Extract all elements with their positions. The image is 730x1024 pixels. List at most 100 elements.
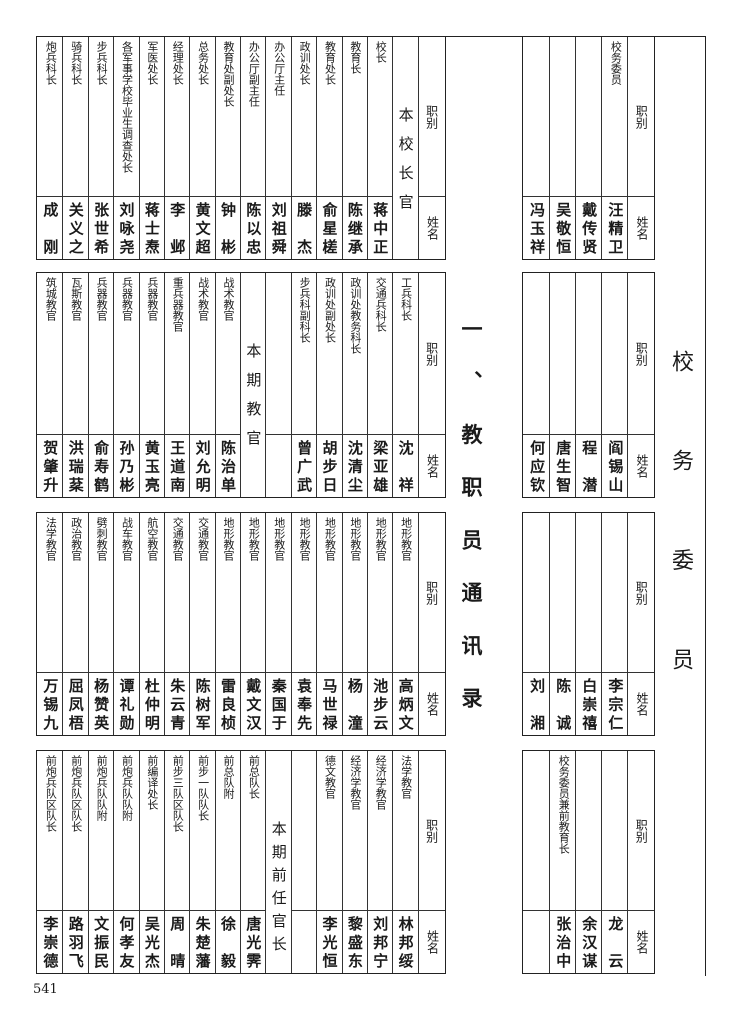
table-column: 教育长 陈继承 <box>341 37 367 259</box>
person-name-cell: 何孝友 <box>114 910 139 973</box>
header-column: 职别 姓名 <box>417 513 445 735</box>
name-header: 姓名 <box>628 196 654 259</box>
table-column: 经理处长 李邺 <box>163 37 190 259</box>
job-title-cell <box>602 513 627 672</box>
job-title-cell: 办公厅副主任 <box>247 41 261 107</box>
header-column: 职别 姓名 <box>627 37 654 259</box>
staff-band: 职别 姓名 地形教官 高炳文 地形教官 池步云 地形教官 杨潼 地形教官 马世禄 地形教官 袁奉先 地形… <box>36 512 446 736</box>
person-name-cell: 陈诚 <box>550 672 576 735</box>
person-name-cell: 雷良桢 <box>215 672 240 735</box>
person-name-cell: 黄文超 <box>190 196 215 259</box>
table-column: 地形教官 戴文汉 <box>240 513 266 735</box>
person-name-cell: 路羽飞 <box>63 910 88 973</box>
table-column: 地形教官 秦国于 <box>265 513 291 735</box>
job-title-cell: 校务委员 <box>609 41 623 85</box>
person-name-cell: 李宗仁 <box>602 672 628 735</box>
job-title-cell: 地形教官 <box>298 517 312 561</box>
person-name-cell: 蒋士焘 <box>139 196 164 259</box>
job-title-cell: 步兵科长 <box>95 41 109 85</box>
table-column: 工兵科长 沈祥 <box>392 273 418 497</box>
job-title-cell: 政训处长 <box>298 41 312 85</box>
job-title-cell: 教育处副处长 <box>222 41 235 107</box>
table-column: 阎锡山 <box>601 273 628 497</box>
person-name-cell: 冯玉祥 <box>522 196 550 259</box>
person-name-cell: 戴文汉 <box>241 672 266 735</box>
table-column: 陈诚 <box>549 513 576 735</box>
person-name-cell: 朱楚藩 <box>190 910 215 973</box>
table-column: 前炮兵队队附 文振民 <box>87 751 114 973</box>
person-name-cell: 吴敬恒 <box>550 196 576 259</box>
job-title-cell: 政治教官 <box>69 517 83 561</box>
job-title-cell: 经济学教官 <box>374 755 388 810</box>
job-title-cell <box>550 37 575 196</box>
table-column: 本期前任官长 <box>265 751 290 973</box>
table-column: 地形教官 池步云 <box>366 513 393 735</box>
table-column: 前总队附 徐毅 <box>214 751 240 973</box>
header-column: 职别 姓名 <box>417 273 445 497</box>
job-title-cell: 地形教官 <box>374 517 388 561</box>
person-name-cell: 万锡九 <box>37 672 63 735</box>
job-title-cell: 总务处长 <box>196 41 210 85</box>
job-title-cell: 政训处副处长 <box>323 277 337 343</box>
job-title-cell: 办公厅主任 <box>272 41 286 96</box>
job-title-cell: 兵器教官 <box>145 277 159 321</box>
person-name-cell: 刘邦宁 <box>367 910 393 973</box>
table-column: 政训处教务科长沈清尘 <box>341 273 367 497</box>
table-column: 本校长官 <box>392 37 417 259</box>
job-title-cell: 地形教官 <box>247 517 261 561</box>
table-column: 何应钦 <box>522 273 550 497</box>
name-header: 姓名 <box>418 434 445 497</box>
table-column: 前步一队队长 朱楚藩 <box>189 751 215 973</box>
person-name-cell: 胡步日 <box>317 434 342 497</box>
job-title-cell: 战车教官 <box>120 517 134 561</box>
table-column: 交通教官 朱云青 <box>163 513 190 735</box>
table-column: 兵器教官 孙乃彬 <box>113 273 139 497</box>
job-title-cell: 前炮兵队区队长 <box>69 755 83 832</box>
table-column: 吴敬恒 <box>549 37 576 259</box>
job-title-cell: 政训处教务科长 <box>348 277 362 354</box>
person-name-cell: 程潜 <box>576 434 602 497</box>
person-name-cell: 龙云 <box>602 910 628 973</box>
table-column: 经济学教官 黎盛东 <box>341 751 367 973</box>
job-title-cell: 地形教官 <box>323 517 337 561</box>
person-name-cell: 李光恒 <box>317 910 342 973</box>
job-title-cell: 前炮兵队区队长 <box>44 755 58 832</box>
person-name-cell: 陈以忠 <box>241 196 266 259</box>
person-name-cell: 谭礼勋 <box>114 672 139 735</box>
person-name-cell: 梁亚雄 <box>367 434 393 497</box>
job-title-cell: 教育长 <box>348 41 362 74</box>
job-title-cell: 交通兵科长 <box>374 277 388 332</box>
job-title-cell <box>550 513 575 672</box>
person-name-cell: 文振民 <box>88 910 114 973</box>
person-name-cell: 陈树军 <box>190 672 215 735</box>
table-column: 教育处长 俞星槎 <box>316 37 342 259</box>
person-name-cell: 张世希 <box>88 196 114 259</box>
name-header: 姓名 <box>418 910 445 973</box>
person-name-cell: 沈清尘 <box>342 434 367 497</box>
table-column: 政训处副处长 胡步日 <box>316 273 342 497</box>
name-header: 姓名 <box>628 672 654 735</box>
job-title-cell: 炮兵科长 <box>44 41 58 85</box>
job-title-cell: 兵器教官 <box>95 277 109 321</box>
job-title-cell: 德文教官 <box>323 755 337 799</box>
table-column: 瓦斯教官 洪瑞棻 <box>62 273 88 497</box>
staff-band: 职别 姓名 工兵科长 沈祥 交通兵科长 梁亚雄 政训处教务科长 沈清尘 政训处副处长 胡步日 步兵科… <box>36 272 446 498</box>
job-title-cell: 前总队长 <box>247 755 261 799</box>
table-column: 总务处长 黄文超 <box>189 37 215 259</box>
empty-job-cell <box>266 273 290 434</box>
table-column: 前炮兵队区队长 李崇德 <box>37 751 63 973</box>
table-column: 程潜 <box>575 273 602 497</box>
job-title-cell: 兵器教官 <box>120 277 134 321</box>
table-column: 办公厅主任 刘祖舜 <box>265 37 291 259</box>
table-column: 前步三队区队长 周晴 <box>163 751 190 973</box>
person-name-cell: 马世禄 <box>317 672 342 735</box>
person-name-cell: 刘咏尧 <box>114 196 139 259</box>
name-header: 姓名 <box>418 196 445 259</box>
job-title-cell <box>550 273 575 434</box>
table-column: 兵器教官 俞寿鹤 <box>87 273 114 497</box>
table-column: 政训处长 滕杰 <box>290 37 317 259</box>
empty-name-cell <box>291 910 317 973</box>
committee-band: 职别 姓名 校务委员 汪精卫 戴传贤 吴敬恒 冯玉祥 <box>522 36 655 260</box>
table-column: 龙云 <box>601 751 628 973</box>
job-header: 职别 <box>424 104 439 129</box>
